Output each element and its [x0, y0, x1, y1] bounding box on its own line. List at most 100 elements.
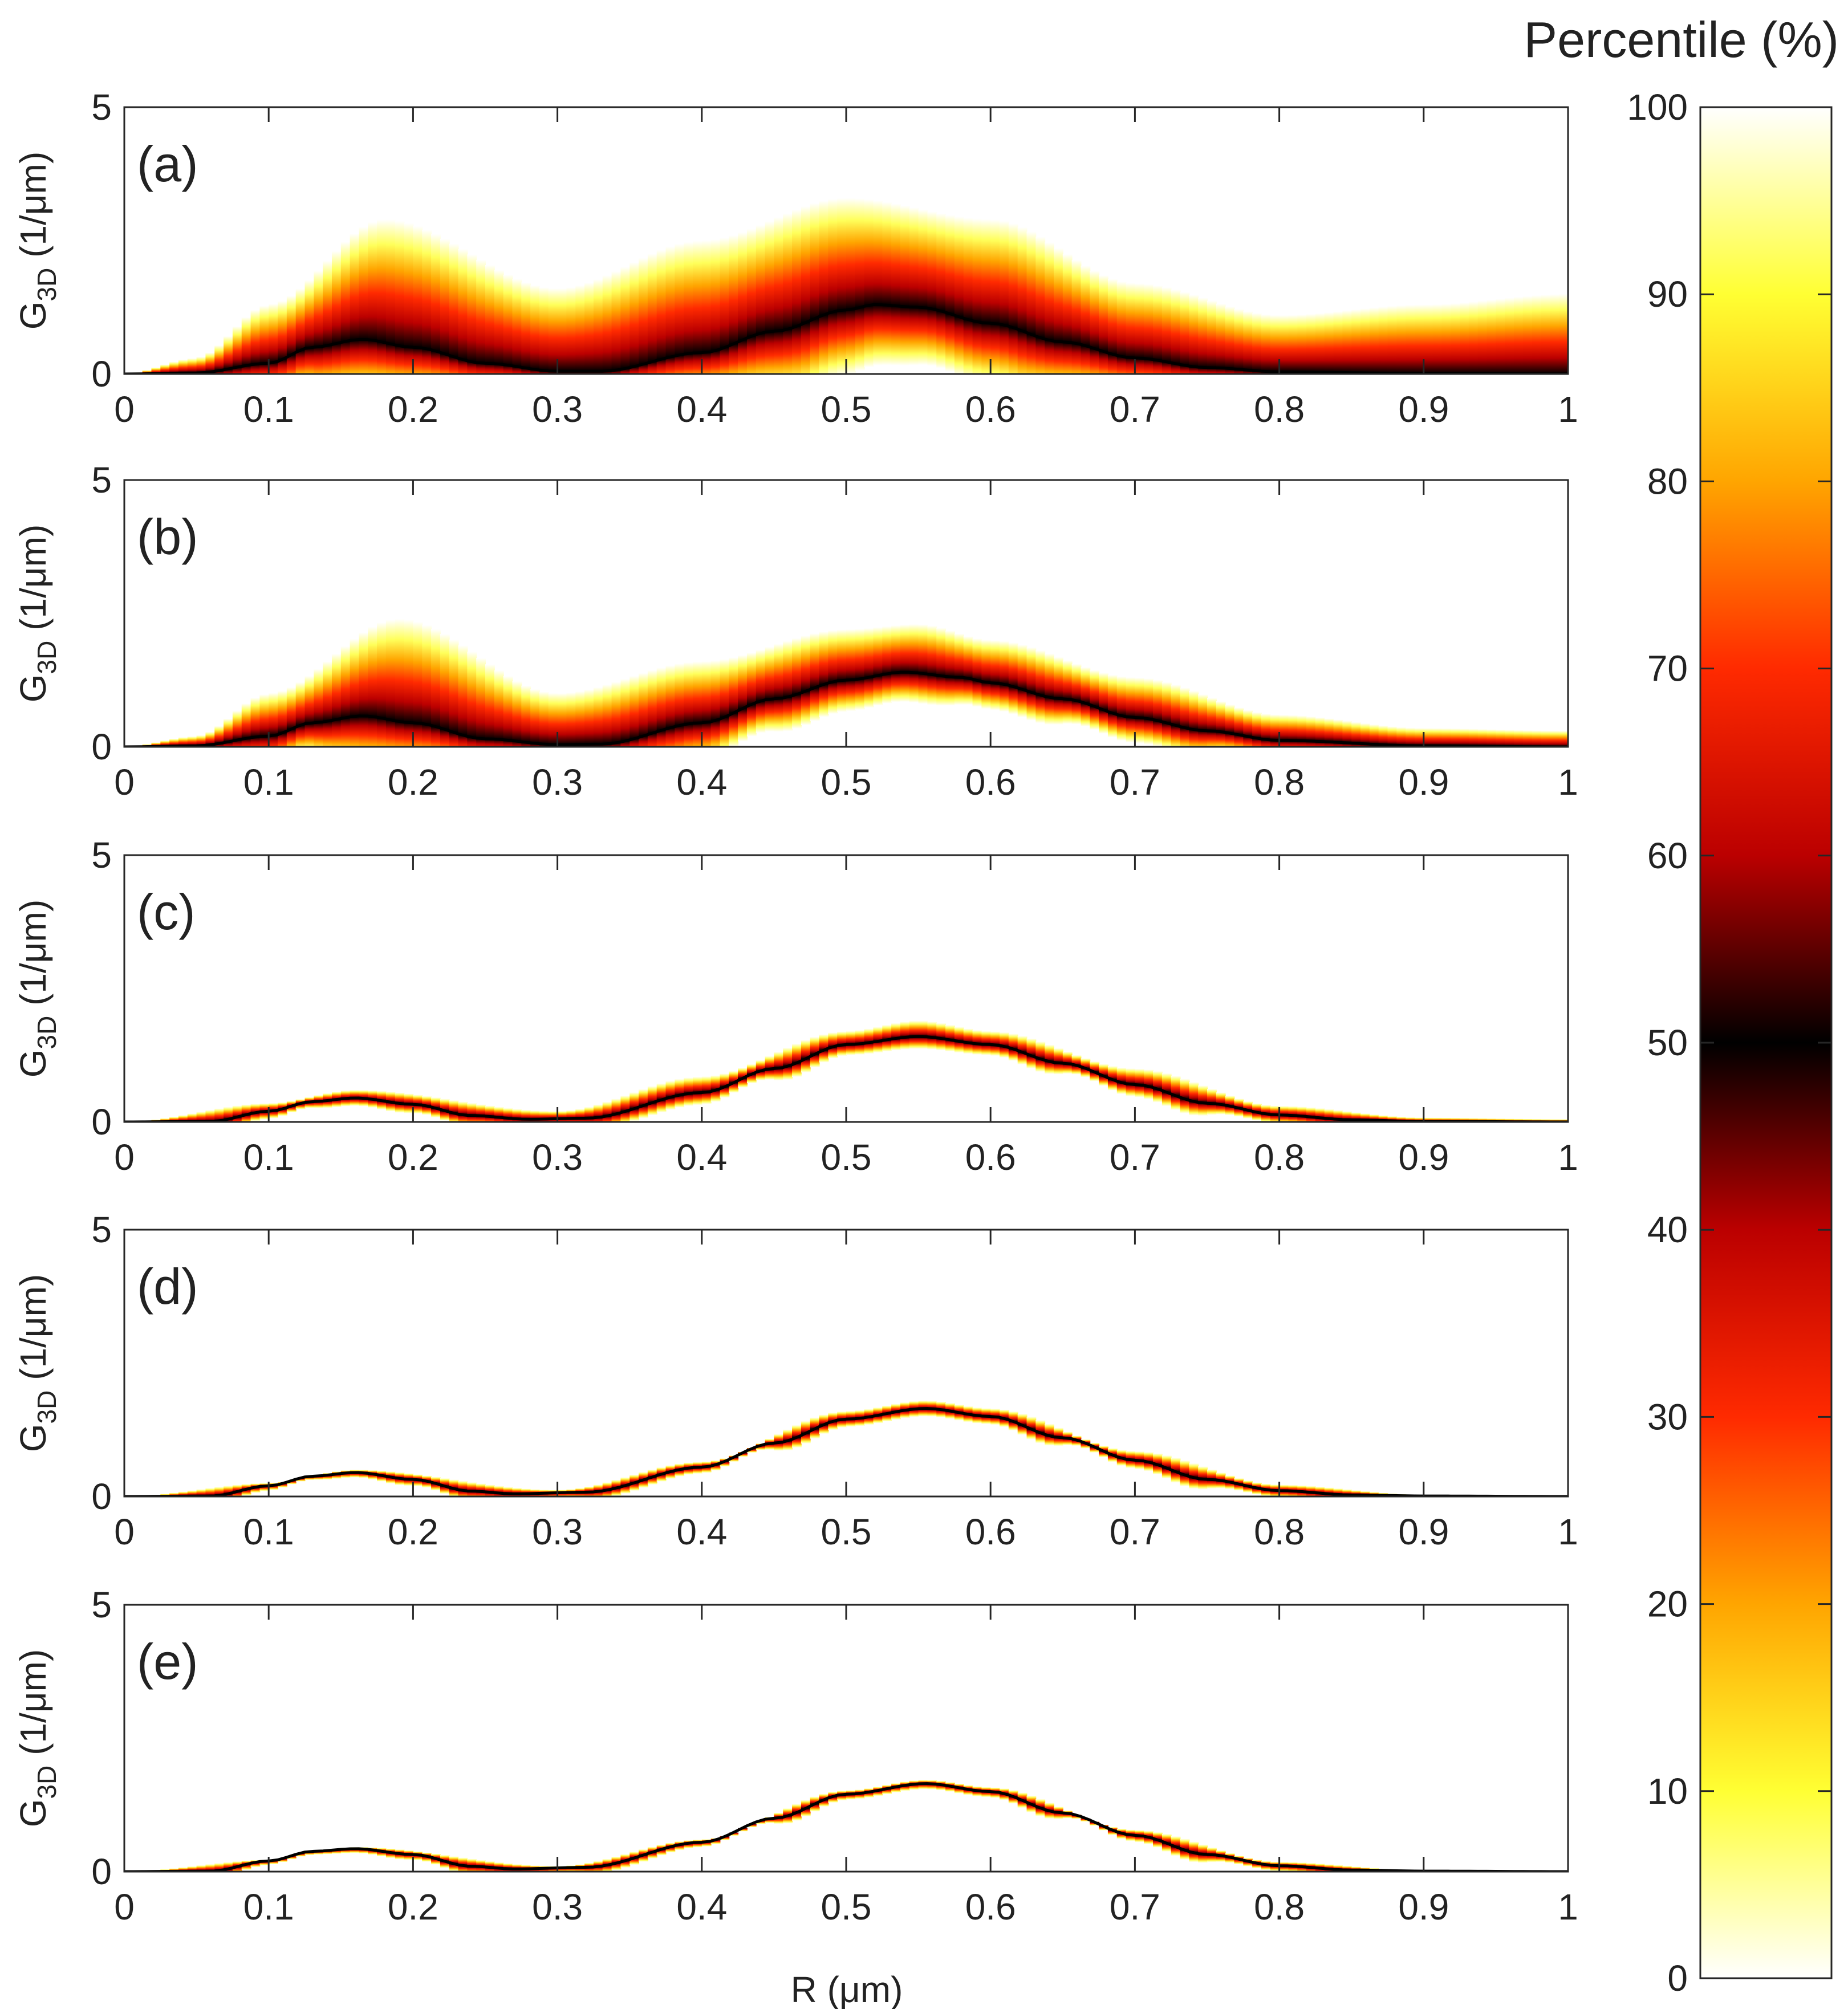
y-tick-label: 5 — [91, 1584, 112, 1625]
band-slice — [548, 693, 558, 747]
band-slice — [503, 274, 513, 374]
band-slice — [1505, 1119, 1515, 1122]
band-slice — [746, 652, 757, 737]
band-slice — [1387, 1116, 1398, 1122]
band-slice — [1550, 1119, 1560, 1122]
band-slice — [692, 241, 702, 374]
band-slice — [413, 621, 423, 747]
band-slice — [512, 279, 522, 374]
band-slice — [584, 689, 594, 747]
panel-label: (c) — [137, 884, 196, 940]
band-slice — [1468, 302, 1479, 374]
band-slice — [1414, 304, 1424, 374]
band-slice — [340, 242, 351, 374]
band-slice — [178, 1115, 188, 1122]
band-slice — [1198, 1085, 1208, 1116]
band-slice — [1216, 303, 1226, 374]
band-slice — [1081, 266, 1091, 374]
x-tick-label: 0.7 — [1110, 1137, 1160, 1178]
band-slice — [1550, 730, 1560, 747]
band-slice — [1171, 1457, 1181, 1483]
band-slice — [304, 280, 315, 374]
band-slice — [611, 271, 622, 374]
band-slice — [891, 204, 901, 366]
band-slice — [1496, 1119, 1506, 1122]
band-slice — [278, 1482, 287, 1488]
band-slice — [1062, 660, 1073, 724]
band-slice — [467, 1103, 477, 1122]
band-slice — [819, 1034, 829, 1063]
band-slice — [810, 203, 820, 374]
band-slice — [954, 216, 964, 374]
y-tick-label: 0 — [91, 353, 112, 395]
band-slice — [810, 633, 820, 721]
band-slice — [1207, 698, 1217, 747]
x-tick-label: 0.1 — [243, 1886, 294, 1927]
band-slice — [1261, 714, 1271, 747]
band-slice — [846, 198, 856, 374]
band-slice — [314, 271, 324, 374]
band-slice — [611, 1099, 622, 1122]
band-slice — [295, 288, 306, 374]
band-slice — [1026, 1038, 1037, 1069]
band-slice — [647, 1086, 657, 1116]
band-slice — [1062, 254, 1073, 374]
band-slice — [837, 629, 847, 712]
band-slice — [891, 625, 901, 702]
band-slice — [792, 1043, 802, 1077]
band-slice — [1522, 1119, 1533, 1122]
colorbar-tick-label: 100 — [1627, 87, 1688, 128]
band-slice — [629, 676, 640, 747]
band-slice — [178, 1491, 188, 1496]
band-slice — [1116, 1067, 1127, 1095]
x-tick-label: 0.2 — [388, 762, 438, 803]
heatmap-5 — [124, 1780, 1568, 1872]
median-line — [124, 670, 1568, 747]
colorbar-tick-label: 10 — [1647, 1771, 1688, 1812]
band-slice — [530, 285, 540, 374]
band-slice — [413, 226, 423, 374]
band-slice — [936, 1023, 947, 1051]
band-slice — [1541, 1119, 1551, 1122]
band-slice — [1035, 650, 1046, 723]
band-slice — [620, 678, 631, 747]
band-slice — [539, 287, 549, 374]
band-slice — [900, 205, 910, 366]
band-slice — [250, 697, 261, 747]
band-slice — [458, 645, 468, 747]
band-slice — [981, 219, 992, 374]
band-slice — [205, 1110, 216, 1122]
band-slice — [602, 275, 612, 374]
band-slice — [1441, 728, 1452, 747]
band-slice — [1099, 673, 1108, 734]
band-slice — [142, 370, 152, 374]
band-slice — [1000, 1032, 1009, 1058]
band-slice — [178, 1867, 188, 1872]
band-slice — [1126, 677, 1136, 743]
band-slice — [1189, 1082, 1199, 1116]
band-slice — [1035, 1041, 1046, 1072]
band-slice — [494, 670, 504, 747]
band-slice — [801, 635, 811, 725]
band-slice — [1423, 728, 1433, 747]
band-slice — [160, 364, 170, 374]
y-axis-title: G3D (1/μm) — [13, 1649, 62, 1828]
band-slice — [1144, 284, 1154, 374]
band-slice — [1406, 304, 1415, 374]
x-tick-label: 0.6 — [965, 1511, 1016, 1552]
band-slice — [882, 626, 892, 703]
band-slice — [1477, 1118, 1488, 1122]
band-slice — [1514, 1119, 1524, 1122]
band-slice — [1360, 723, 1370, 747]
band-slice — [1180, 688, 1190, 747]
band-slice — [1522, 730, 1533, 747]
band-slice — [422, 625, 432, 747]
band-slice — [1432, 1117, 1443, 1122]
band-slice — [530, 689, 540, 747]
band-slice — [521, 282, 531, 374]
band-slice — [368, 627, 378, 747]
band-slice — [286, 295, 297, 374]
band-slice — [701, 1076, 712, 1104]
band-slice — [331, 251, 342, 374]
colorbar-tick-label: 80 — [1647, 461, 1688, 502]
